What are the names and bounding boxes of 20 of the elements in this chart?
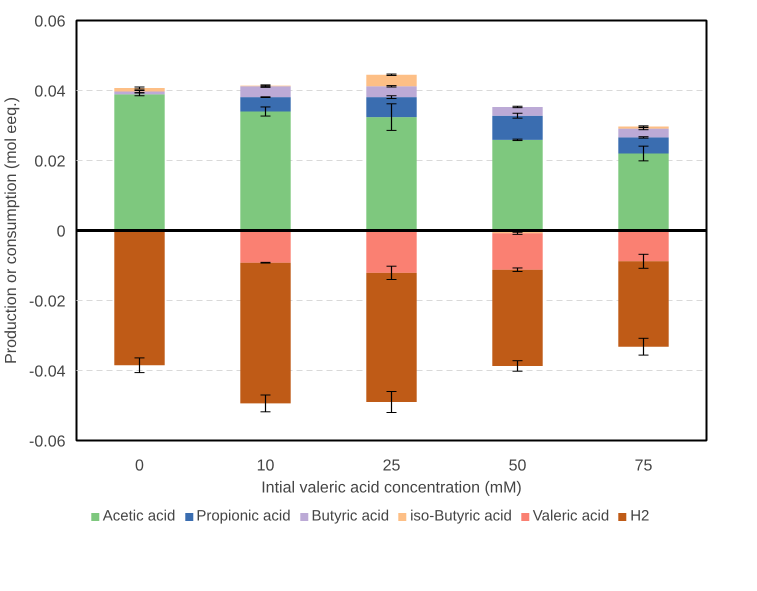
- x-axis-title: Intial valeric acid concentration (mM): [261, 480, 522, 496]
- legend-label: Propionic acid: [196, 508, 291, 524]
- legend-label: iso-Butyric acid: [410, 508, 512, 524]
- y-tick-label: 0: [56, 224, 66, 240]
- y-tick-label: 0.04: [34, 84, 66, 100]
- y-tick-label: -0.06: [29, 434, 66, 450]
- y-axis-title: Production or consumption (mol eeq.): [3, 97, 20, 364]
- x-tick-label: 0: [135, 458, 144, 474]
- x-tick-label: 50: [508, 458, 526, 474]
- y-tick-label: 0.02: [34, 154, 66, 170]
- y-tick-label: -0.02: [29, 294, 66, 310]
- legend-label: H2: [630, 508, 650, 524]
- y-tick-label: 0.06: [34, 14, 66, 30]
- legend-label: Butyric acid: [312, 508, 390, 524]
- legend-label: Acetic acid: [102, 508, 176, 524]
- legend-label: Valeric acid: [532, 508, 610, 524]
- x-tick-label: 75: [634, 458, 652, 474]
- y-tick-label: -0.04: [29, 364, 66, 380]
- x-tick-label: 10: [256, 458, 274, 474]
- x-tick-label: 25: [382, 458, 400, 474]
